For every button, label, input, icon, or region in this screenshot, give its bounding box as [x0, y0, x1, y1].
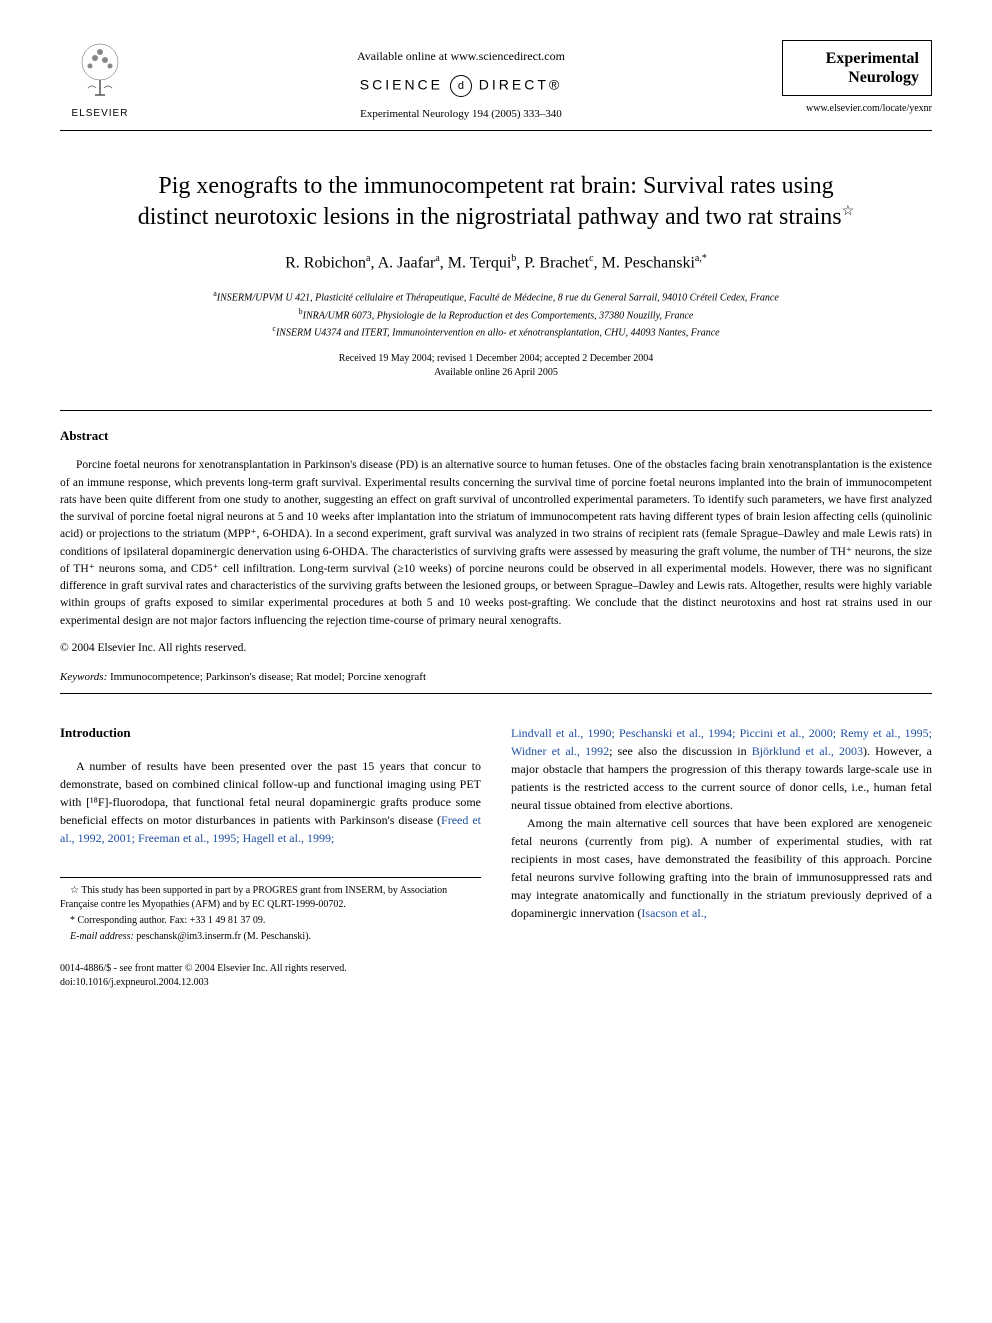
title-line2: distinct neurotoxic lesions in the nigro…: [138, 204, 842, 230]
footnotes: ☆ This study has been supported in part …: [60, 877, 481, 944]
affil-c: INSERM U4374 and ITERT, Immunointerventi…: [276, 327, 720, 338]
abstract-heading: Abstract: [60, 427, 932, 445]
author-4-sup: c: [589, 253, 593, 264]
abstract-copyright: © 2004 Elsevier Inc. All rights reserved…: [60, 640, 932, 656]
keywords-label: Keywords:: [60, 671, 107, 683]
journal-name-1: Experimental: [795, 49, 919, 68]
author-3: M. Terqui: [448, 254, 511, 271]
header-center: Available online at www.sciencedirect.co…: [140, 40, 782, 122]
author-5-sup: a,*: [695, 253, 707, 264]
footer-doi: doi:10.1016/j.expneurol.2004.12.003: [60, 977, 209, 988]
sd-left: SCIENCE: [360, 77, 443, 93]
intro-col2-para1: Lindvall et al., 1990; Peschanski et al.…: [511, 724, 932, 814]
author-5: M. Peschanski: [602, 254, 695, 271]
footnote-email: E-mail address: peschansk@im3.inserm.fr …: [60, 930, 481, 944]
publisher-logo: ELSEVIER: [60, 40, 140, 121]
journal-box: Experimental Neurology: [782, 40, 932, 96]
header-divider: [60, 130, 932, 131]
intro-col2-para2: Among the main alternative cell sources …: [511, 814, 932, 922]
author-1: R. Robichon: [285, 254, 366, 271]
footnote-funding: ☆ This study has been supported in part …: [60, 884, 481, 912]
author-2-sup: a: [435, 253, 439, 264]
intro-col1-text: A number of results have been presented …: [60, 759, 481, 827]
sd-right: DIRECT®: [479, 77, 562, 93]
author-3-sup: b: [511, 253, 516, 264]
intro-col2-para2-text: Among the main alternative cell sources …: [511, 816, 932, 920]
affiliations: aINSERM/UPVM U 421, Plasticité cellulair…: [60, 288, 932, 340]
introduction-heading: Introduction: [60, 724, 481, 742]
author-2: A. Jaafar: [378, 254, 436, 271]
left-column: Introduction A number of results have be…: [60, 724, 481, 945]
intro-col2-link3[interactable]: Isacson et al.,: [641, 906, 706, 920]
received-date: Received 19 May 2004; revised 1 December…: [339, 353, 654, 364]
footer: 0014-4886/$ - see front matter © 2004 El…: [60, 962, 932, 990]
intro-col2-link2[interactable]: Björklund et al., 2003: [752, 744, 863, 758]
right-column: Lindvall et al., 1990; Peschanski et al.…: [511, 724, 932, 945]
science-direct-logo: SCIENCE d DIRECT®: [140, 75, 782, 97]
footnote-star-text: This study has been supported in part by…: [60, 885, 447, 910]
journal-box-wrapper: Experimental Neurology www.elsevier.com/…: [782, 40, 932, 116]
affil-a: INSERM/UPVM U 421, Plasticité cellulaire…: [217, 293, 779, 304]
footnote-star: ☆: [70, 885, 79, 896]
article-title: Pig xenografts to the immunocompetent ra…: [60, 171, 932, 233]
article-dates: Received 19 May 2004; revised 1 December…: [60, 352, 932, 380]
footnote-corresponding: * Corresponding author. Fax: +33 1 49 81…: [60, 914, 481, 928]
intro-col2-text1: ; see also the discussion in: [609, 744, 752, 758]
journal-url: www.elsevier.com/locate/yexnr: [782, 102, 932, 116]
journal-reference: Experimental Neurology 194 (2005) 333–34…: [140, 107, 782, 122]
authors-list: R. Robichona, A. Jaafara, M. Terquib, P.…: [60, 252, 932, 275]
keywords: Keywords: Immunocompetence; Parkinson's …: [60, 670, 932, 685]
body-columns: Introduction A number of results have be…: [60, 724, 932, 945]
keywords-text: Immunocompetence; Parkinson's disease; R…: [107, 671, 426, 683]
footnote-corr-text: Corresponding author. Fax: +33 1 49 81 3…: [75, 915, 265, 926]
author-4: P. Brachet: [524, 254, 589, 271]
author-1-sup: a: [366, 253, 370, 264]
title-footnote-marker: ☆: [842, 204, 855, 219]
affil-b: INRA/UMR 6073, Physiologie de la Reprodu…: [303, 310, 694, 321]
available-online-text: Available online at www.sciencedirect.co…: [140, 48, 782, 65]
abstract-bottom-divider: [60, 693, 932, 694]
available-date: Available online 26 April 2005: [434, 367, 558, 378]
elsevier-tree-icon: [70, 40, 130, 100]
header-top: ELSEVIER Available online at www.science…: [60, 40, 932, 122]
intro-para-1: A number of results have been presented …: [60, 757, 481, 847]
title-line1: Pig xenografts to the immunocompetent ra…: [158, 173, 833, 199]
footer-issn: 0014-4886/$ - see front matter © 2004 El…: [60, 963, 347, 974]
journal-name-2: Neurology: [795, 68, 919, 87]
publisher-name: ELSEVIER: [60, 107, 140, 121]
sd-circle-icon: d: [450, 75, 472, 97]
email-label: E-mail address:: [70, 931, 134, 942]
email-address: peschansk@im3.inserm.fr (M. Peschanski).: [134, 931, 311, 942]
abstract-text: Porcine foetal neurons for xenotransplan…: [60, 457, 932, 630]
abstract-top-divider: [60, 410, 932, 411]
